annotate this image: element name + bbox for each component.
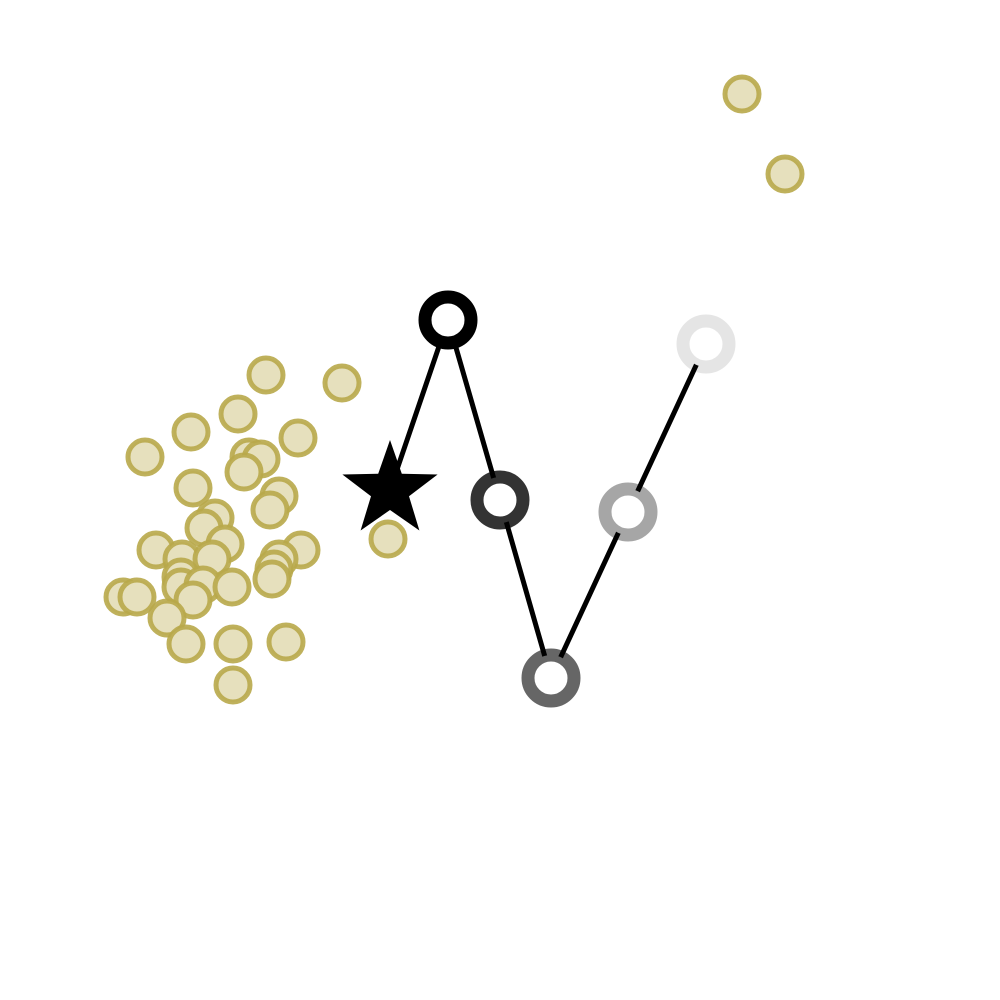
cluster-point <box>125 437 165 477</box>
path-marker <box>676 314 736 374</box>
cluster-point <box>173 580 213 620</box>
path-marker <box>521 648 581 708</box>
path-marker <box>598 482 658 542</box>
cluster-point <box>213 665 253 705</box>
cluster-point <box>322 363 362 403</box>
cluster-point <box>266 622 306 662</box>
cluster-points <box>103 74 805 705</box>
path-marker <box>418 290 478 350</box>
cluster-point <box>213 624 253 664</box>
path-marker <box>470 470 530 530</box>
cluster-point <box>218 394 258 434</box>
cluster-point <box>722 74 762 114</box>
trajectory-markers <box>418 290 736 708</box>
cluster-point <box>117 577 157 617</box>
cluster-point <box>147 598 187 638</box>
cluster-point <box>166 624 206 664</box>
cluster-point <box>368 519 408 559</box>
cluster-point <box>171 412 211 452</box>
start-star <box>342 440 438 531</box>
star-marker <box>342 440 438 531</box>
cluster-point <box>224 452 264 492</box>
path-line <box>387 317 709 681</box>
cluster-point <box>252 559 292 599</box>
cluster-point <box>278 418 318 458</box>
trajectory-path <box>387 317 709 681</box>
cluster-point <box>173 468 213 508</box>
cluster-point <box>765 154 805 194</box>
cluster-point <box>246 355 286 395</box>
cluster-point <box>212 567 252 607</box>
cluster-point <box>250 490 290 530</box>
